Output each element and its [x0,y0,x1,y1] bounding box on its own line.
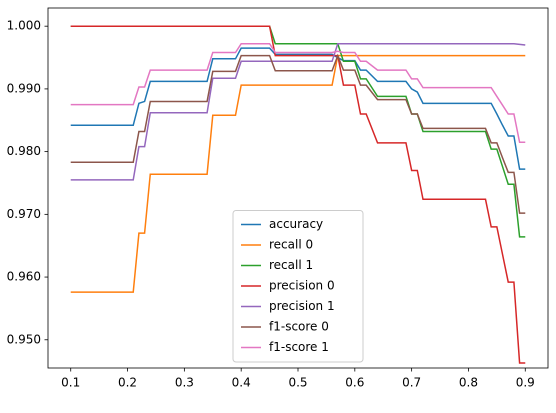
legend-label: recall 1 [269,258,313,272]
legend: accuracy recall 0 recall 1 precision 0 preci… [232,210,364,363]
x-tick-label: 0.8 [459,376,478,390]
legend-label: precision 0 [269,279,335,293]
y-tick-label: 0.960 [7,270,41,284]
axes-frame [47,7,549,369]
series-line [70,43,526,181]
y-tick-label: 0.970 [7,207,41,221]
x-tick-label: 0.3 [175,376,194,390]
legend-label: f1-score 1 [269,340,329,354]
x-tick-label: 0.9 [516,376,535,390]
x-tick-label: 0.5 [288,376,307,390]
series-line [70,53,526,214]
legend-label: accuracy [269,217,323,231]
x-tick-label: 0.7 [402,376,421,390]
y-tick-label: 1.000 [7,19,41,33]
y-tick-label: 0.990 [7,81,41,95]
legend-label: f1-score 0 [269,320,329,334]
series-line [70,47,526,170]
series-line [70,43,526,143]
series-line [70,25,526,364]
y-tick-label: 0.950 [7,332,41,346]
legend-label: recall 0 [269,238,313,252]
legend-label: precision 1 [269,299,335,313]
y-tick-label: 0.980 [7,144,41,158]
series-line [70,54,526,293]
x-tick-label: 0.2 [118,376,137,390]
legend-box [232,210,364,363]
x-tick-label: 0.4 [232,376,251,390]
x-tick-label: 0.1 [61,376,80,390]
x-tick-label: 0.6 [345,376,364,390]
